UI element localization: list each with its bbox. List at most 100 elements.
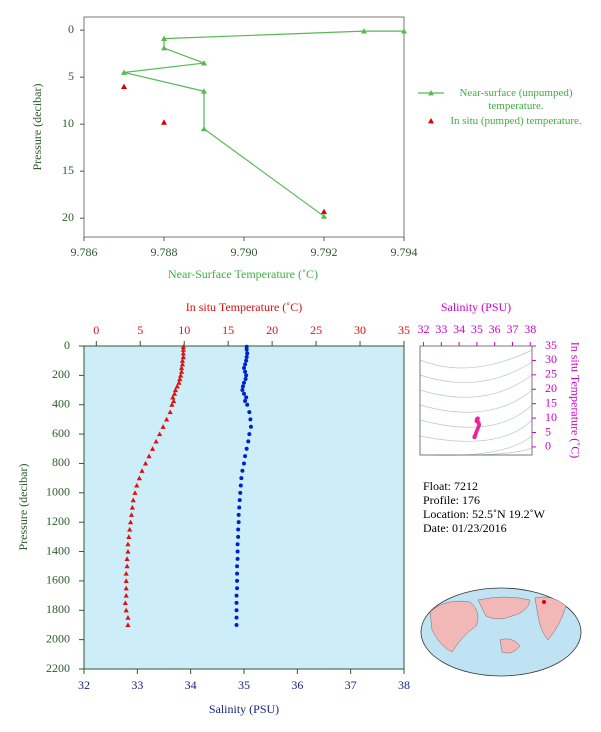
y-tick-label: 200 bbox=[52, 367, 70, 381]
data-point bbox=[123, 570, 129, 576]
data-point bbox=[235, 556, 240, 561]
x2-tick-label: 0 bbox=[93, 323, 99, 337]
data-point bbox=[201, 60, 207, 66]
x2-tick-label: 25 bbox=[310, 323, 322, 337]
plot-frame bbox=[419, 345, 533, 456]
data-point bbox=[401, 28, 407, 34]
y-tick-label: 2000 bbox=[46, 631, 70, 645]
x-tick-label: 9.794 bbox=[391, 245, 418, 259]
data-point bbox=[240, 388, 245, 393]
y-tick-label: 25 bbox=[545, 367, 557, 381]
data-point bbox=[236, 512, 241, 517]
data-point bbox=[178, 369, 185, 374]
y-tick-label: 1600 bbox=[46, 573, 70, 587]
data-point bbox=[244, 358, 249, 363]
data-point bbox=[242, 391, 246, 396]
data-point bbox=[201, 125, 207, 132]
data-point bbox=[171, 398, 177, 404]
data-point bbox=[240, 384, 245, 389]
data-point bbox=[201, 88, 207, 94]
data-point bbox=[177, 376, 183, 382]
data-point bbox=[247, 432, 252, 437]
x-tick-label: 36 bbox=[489, 322, 501, 336]
data-point bbox=[248, 417, 253, 422]
data-point bbox=[244, 373, 249, 378]
data-point bbox=[125, 548, 131, 554]
x-tick-label: 38 bbox=[398, 678, 410, 692]
y-tick-label: 15 bbox=[545, 395, 557, 409]
info-location: Location: 52.5˚N 19.2˚W bbox=[423, 507, 546, 521]
plot-frame bbox=[83, 16, 405, 238]
y-tick-label: 2200 bbox=[46, 661, 70, 675]
data-point bbox=[153, 438, 159, 444]
y-tick-label: 1000 bbox=[46, 485, 70, 499]
data-point bbox=[235, 542, 240, 547]
data-point bbox=[237, 505, 242, 510]
data-point bbox=[125, 615, 131, 620]
data-point bbox=[125, 622, 131, 628]
data-point bbox=[234, 622, 239, 627]
data-point bbox=[127, 526, 133, 532]
data-point bbox=[123, 592, 129, 598]
data-point bbox=[234, 600, 239, 605]
data-point bbox=[134, 482, 140, 488]
data-point bbox=[179, 358, 186, 363]
ts-x-title: Salinity (PSU) bbox=[441, 300, 511, 314]
x-tick-label: 38 bbox=[524, 322, 536, 336]
data-point bbox=[243, 399, 248, 404]
data-point bbox=[234, 608, 239, 613]
data-point bbox=[239, 476, 244, 481]
y-tick-label: 10 bbox=[545, 410, 557, 424]
x-tick-label: 37 bbox=[345, 678, 357, 692]
y-tick-label: 1200 bbox=[46, 514, 70, 528]
data-point bbox=[160, 424, 166, 429]
x-tick-label: 35 bbox=[471, 322, 483, 336]
density-contours bbox=[419, 349, 533, 456]
data-point bbox=[234, 615, 239, 620]
data-point bbox=[127, 519, 134, 525]
data-point bbox=[248, 424, 253, 429]
data-point bbox=[126, 534, 132, 539]
data-point bbox=[178, 365, 185, 371]
legend-label: Near-surface (unpumped) temperature. bbox=[459, 87, 573, 112]
data-point bbox=[174, 383, 180, 389]
x-tick-label: 33 bbox=[131, 678, 143, 692]
x-axis-title: Near-Surface Temperature (˚C) bbox=[168, 267, 318, 281]
data-point bbox=[129, 504, 135, 510]
data-point bbox=[180, 350, 186, 356]
x-tick-label: 32 bbox=[78, 678, 90, 692]
data-point bbox=[237, 498, 242, 503]
world-map bbox=[420, 587, 582, 677]
x2-tick-label: 30 bbox=[354, 323, 366, 337]
data-point bbox=[246, 439, 251, 444]
data-point bbox=[244, 347, 249, 352]
x2-tick-label: 10 bbox=[178, 323, 190, 337]
y-tick-label: 20 bbox=[545, 381, 557, 395]
data-point bbox=[164, 416, 170, 422]
data-point bbox=[139, 468, 145, 473]
data-point bbox=[242, 461, 246, 466]
data-point bbox=[179, 361, 186, 367]
data-point bbox=[238, 483, 243, 488]
legend-marker bbox=[428, 118, 434, 124]
data-point bbox=[130, 497, 136, 503]
data-point bbox=[244, 395, 249, 400]
data-point bbox=[235, 578, 240, 583]
data-point bbox=[121, 83, 127, 89]
y-tick-label: 30 bbox=[545, 352, 557, 366]
data-point bbox=[244, 446, 249, 451]
x2-axis-title: In situ Temperature (˚C) bbox=[186, 300, 303, 314]
data-point bbox=[247, 410, 252, 415]
data-point bbox=[178, 372, 184, 378]
data-point bbox=[321, 213, 327, 219]
x2-tick-label: 5 bbox=[137, 323, 143, 337]
data-point bbox=[122, 600, 128, 606]
legend-marker bbox=[428, 90, 434, 96]
y-tick-label: 0 bbox=[64, 338, 70, 352]
data-point bbox=[171, 391, 178, 396]
y-tick-label: 10 bbox=[62, 116, 74, 130]
y-tick-label: 1400 bbox=[46, 543, 70, 557]
data-point bbox=[245, 402, 250, 407]
data-point bbox=[243, 369, 248, 374]
